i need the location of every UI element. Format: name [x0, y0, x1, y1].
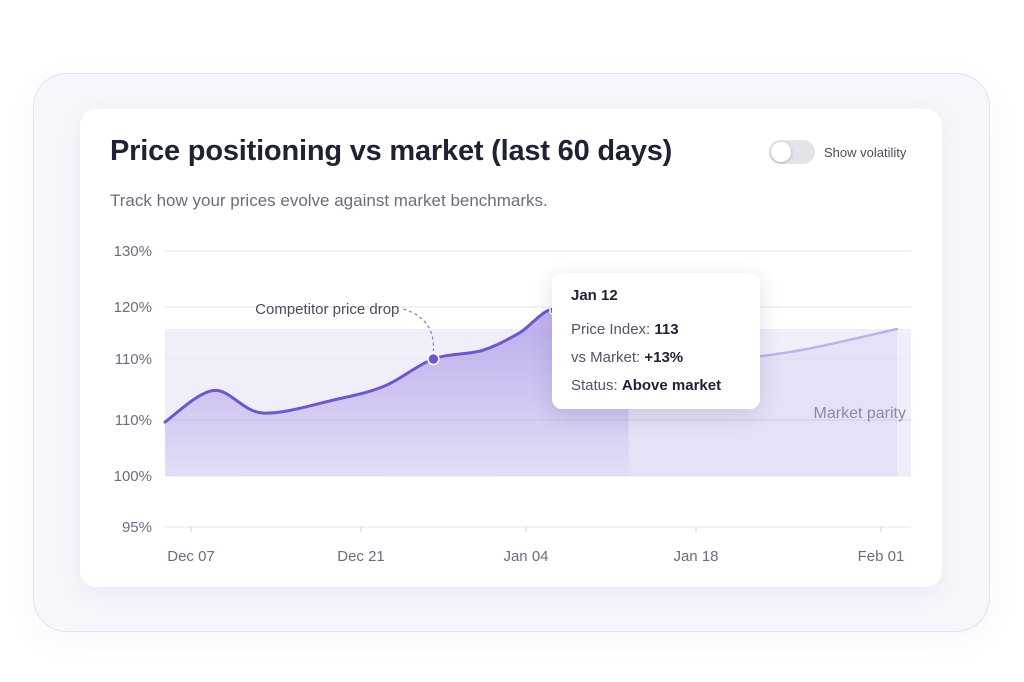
- annotation-label: Competitor price drop: [255, 301, 399, 318]
- x-tick-label: Feb 01: [858, 548, 905, 565]
- tooltip-date: Jan 12: [571, 287, 618, 304]
- page-title: Price positioning vs market (last 60 day…: [110, 135, 673, 167]
- tooltip-label: Price Index:: [571, 321, 651, 338]
- tooltip-label: Status:: [571, 377, 618, 394]
- x-tick-label: Jan 18: [673, 548, 718, 565]
- x-tick-label: Dec 07: [167, 548, 215, 565]
- y-tick-label: 100%: [114, 468, 152, 485]
- tooltip-row-price-index: Price Index: 113: [571, 316, 741, 344]
- toggle-switch[interactable]: [769, 140, 815, 164]
- price-chart: 130% 120% 110% 110% 100% 95% Dec 07 Dec 21 Jan 0…: [114, 243, 911, 565]
- toggle-knob: [771, 142, 791, 162]
- chart-tooltip: Jan 12 Price Index: 113 vs Market: +13% …: [552, 273, 760, 409]
- y-tick-label: 110%: [115, 412, 152, 429]
- toggle-label: Show volatility: [824, 144, 907, 160]
- x-tick-label: Jan 04: [503, 548, 548, 565]
- y-tick-label: 110%: [115, 351, 152, 368]
- volatility-toggle[interactable]: Show volatility: [769, 140, 906, 164]
- tooltip-label: vs Market:: [571, 349, 641, 366]
- tooltip-value: +13%: [644, 349, 684, 366]
- y-tick-label: 95%: [122, 519, 152, 536]
- y-tick-label: 130%: [114, 243, 152, 260]
- data-point-marker: [427, 352, 440, 366]
- band-label: Market parity: [814, 405, 906, 422]
- page-subtitle: Track how your prices evolve against mar…: [110, 191, 548, 210]
- chart-card: Price positioning vs market (last 60 day…: [80, 109, 942, 587]
- tooltip-row-vs-market: vs Market: +13%: [571, 344, 741, 372]
- series-area: [165, 309, 629, 476]
- y-tick-label: 120%: [114, 299, 152, 316]
- tooltip-value: 113: [654, 321, 679, 338]
- tooltip-row-status: Status: Above market: [571, 372, 741, 400]
- tooltip-value: Above market: [621, 377, 722, 394]
- x-tick-label: Dec 21: [337, 548, 385, 565]
